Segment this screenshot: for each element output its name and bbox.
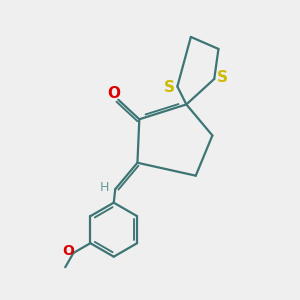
Text: H: H bbox=[100, 181, 110, 194]
Text: O: O bbox=[107, 86, 120, 101]
Text: S: S bbox=[217, 70, 228, 85]
Text: S: S bbox=[164, 80, 175, 95]
Text: O: O bbox=[62, 244, 74, 258]
